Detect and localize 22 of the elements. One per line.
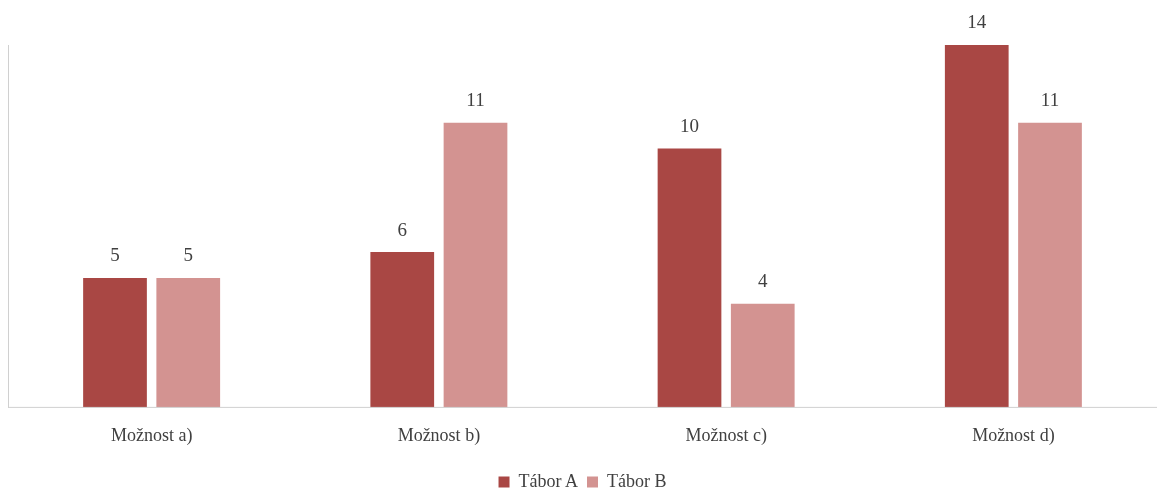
data-label: 11	[1040, 89, 1060, 111]
bar	[1018, 122, 1082, 408]
bar	[944, 45, 1009, 408]
data-label: 5	[183, 244, 193, 266]
bar	[443, 122, 508, 408]
bar	[657, 148, 722, 408]
data-label: 6	[397, 218, 407, 240]
legend-label: Tábor B	[607, 470, 667, 491]
data-label: 4	[758, 270, 768, 292]
bar	[370, 252, 435, 408]
legend-label: Tábor A	[518, 470, 578, 491]
bar	[156, 277, 221, 408]
x-tick-label: Možnost b)	[397, 424, 481, 446]
data-label: 14	[967, 11, 987, 33]
x-tick-label: Možnost c)	[685, 424, 767, 446]
bar	[83, 277, 147, 408]
data-label: 11	[466, 89, 485, 111]
x-tick-label: Možnost d)	[972, 424, 1055, 446]
x-tick-label: Možnost a)	[110, 424, 193, 446]
data-label: 10	[680, 115, 699, 137]
data-label: 5	[110, 244, 120, 266]
bar	[730, 303, 795, 408]
